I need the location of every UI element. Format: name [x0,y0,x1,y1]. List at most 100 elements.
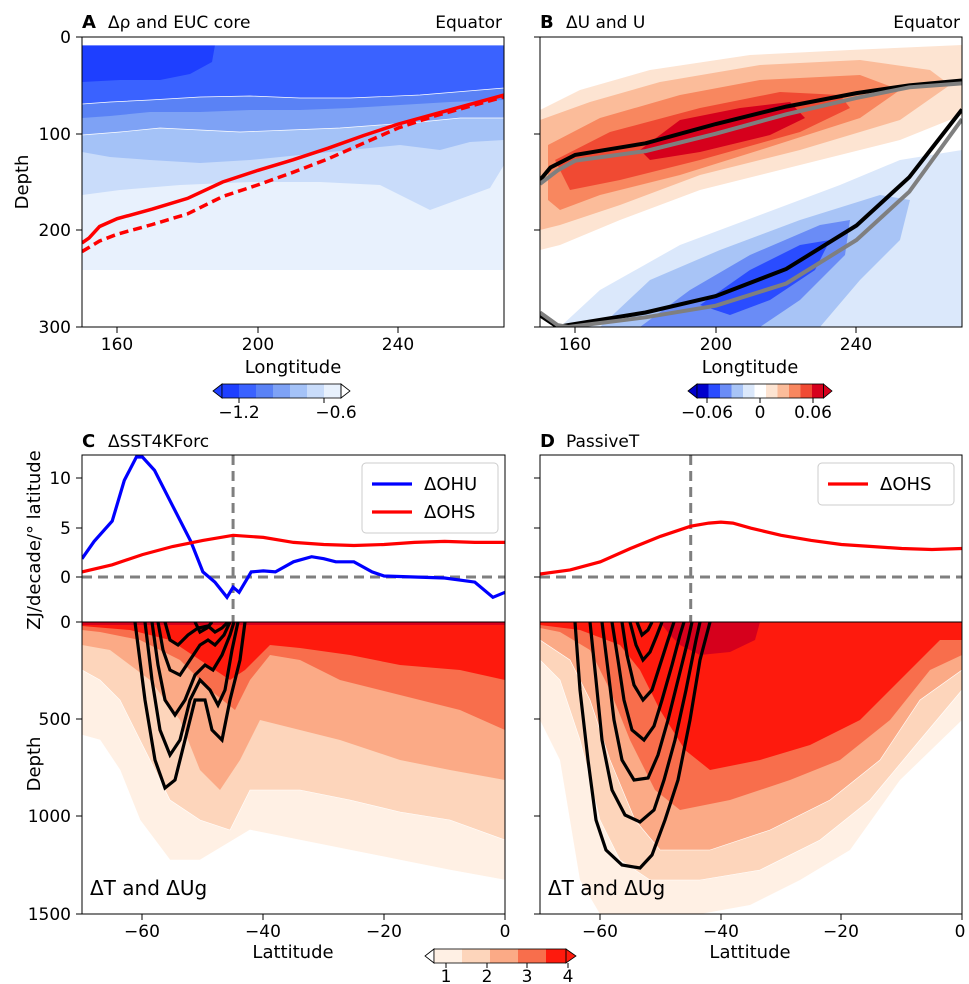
panel-b-yticks [534,36,540,328]
panel-c-legend-ohs: ΔOHS [424,502,475,523]
panel-b-u0-upper-control [540,78,962,182]
panel-c-lower-ytick-1500: 1500 [28,905,71,925]
panel-d-lower-ug-contour-4 [610,622,686,743]
panel-d-lower-temperature-field [540,622,962,914]
panel-a-cbar-tick-high: −0.6 [315,403,356,423]
bottom-cbar-tick-1: 1 [441,967,452,984]
panel-c-lower-ug-contour-4 [156,622,232,678]
panel-c-ylabel: ZJ/decade/° latitude [24,450,45,629]
panel-b-xtick-200: 200 [700,335,732,355]
panel-c-yticks: 10 5 0 0 [49,469,82,633]
panel-c-lower-ytick-1000: 1000 [28,807,71,827]
panel-a-ylabel: Depth [12,155,33,210]
panel-c-lower-xtick-m60: −60 [124,922,160,942]
panel-d-yticks [534,477,540,578]
panel-b-cbar-tick-low: −0.06 [681,403,733,423]
panel-d-letter: D [540,431,555,452]
panel-b-xlabel: Longtitude [702,357,799,378]
panel-d-lower-label: ΔT and ΔUg [548,876,665,900]
panel-b-xticks: 160 200 240 [559,327,872,355]
panel-a-subtitle: Equator [435,13,502,33]
panel-b-subtitle: Equator [893,13,960,33]
panel-a-title: Δρ and EUC core [108,13,251,33]
panel-b: B ΔU and U Equator Longtitude 160 200 24… [534,12,963,423]
panel-a-euc-core-control [82,93,504,245]
panel-a-ytick-300: 300 [39,318,71,338]
panel-a-xticks: 160 200 240 [101,327,414,355]
panel-a-xtick-240: 240 [382,335,414,355]
panel-d-lower-xlabel: Lattitude [709,942,790,963]
panel-d-lower-frame [539,621,963,915]
panel-c-lower-ylabel: Depth [24,737,45,792]
panel-c-lower-temperature-field [82,622,505,914]
panel-d-lower-xtick-m40: −40 [703,922,739,942]
panel-b-u0-upper-perturbed [540,81,962,186]
panel-b-title: ΔU and U [566,13,645,33]
panel-c-lower-frame [81,621,506,915]
panel-c-lower-ug-contour-2 [143,622,240,759]
panel-c-lower-ug-contour-1 [133,622,247,791]
panel-a-ytick-0: 0 [60,28,71,48]
panel-c-lower-xtick-m20: −20 [366,922,402,942]
panel-b-frame [539,36,963,328]
panel-d-legend: ΔOHS [817,462,955,506]
panel-b-cbar-tick-high: 0.06 [794,403,832,423]
panel-d-lower-ug-contour-6 [628,622,664,663]
panel-c-lower: ΔT and ΔUg Depth Lattitude 500 1000 1500… [24,621,510,963]
panel-b-xtick-160: 160 [559,335,591,355]
panel-c-line-ohu [82,455,505,601]
panel-a-letter: A [82,12,96,33]
panel-a-cbar-tick-low: −1.2 [218,403,259,423]
panel-c-lower-xlabel: Lattitude [252,942,333,963]
panel-a-frame [81,36,505,328]
panel-a-xlabel: Longtitude [245,357,342,378]
panel-b-u0-lower-perturbed [540,118,962,327]
panel-c-line-ohs [82,533,505,574]
panel-a-density-field [82,37,504,327]
panel-c-ytick-0-lower: 0 [60,613,71,633]
panel-c-lower-ug-contour-6 [193,622,214,635]
panel-a-xtick-160: 160 [101,335,133,355]
panel-c-legend: ΔOHU ΔOHS [361,462,499,534]
bottom-cbar-tick-4: 4 [563,967,574,984]
panel-c-legend-ohu: ΔOHU [424,474,477,495]
panel-d-line-ohs [540,520,962,576]
panel-a-ytick-100: 100 [39,125,71,145]
panel-a-colorbar: −1.2 −0.6 [212,383,357,423]
bottom-cbar-tick-2: 2 [482,967,493,984]
panel-d-lower-xticks: −60 −40 −20 0 [582,914,965,942]
panel-d-lower-ug-contour-5 [620,622,676,703]
panel-d-lower-ug-contour-1 [573,622,712,870]
panel-a-xtick-200: 200 [242,335,274,355]
panel-a-euc-core-perturbed [82,95,504,254]
panel-c-ytick-5: 5 [60,519,71,539]
panel-a-ytick-200: 200 [39,221,71,241]
panel-d-legend-ohs: ΔOHS [880,474,931,495]
panel-a-yticks: 0 100 200 300 [39,28,82,338]
panel-b-cbar-tick-mid: 0 [755,403,766,423]
panel-c-lower-yticks: 500 1000 1500 [28,710,82,925]
panel-c-lower-ytick-500: 500 [39,710,71,730]
panel-c-letter: C [82,431,95,452]
panel-c-title: ΔSST4KForc [108,432,209,452]
panel-c-lower-ug-contour-3 [150,622,236,718]
panel-d-title: PassiveT [566,432,640,452]
panel-c-ytick-10: 10 [49,469,71,489]
panel-d-lower-yticks [534,718,540,915]
panel-c-ytick-0: 0 [60,568,71,588]
panel-d-lower: ΔT and ΔUg Lattitude −60 −40 −20 0 [534,621,965,963]
panel-d-lower-ug-contour-3 [600,622,694,782]
panel-c-lower-xtick-0: 0 [500,922,511,942]
panel-b-letter: B [540,12,554,33]
panel-d-lower-xtick-m60: −60 [582,922,618,942]
bottom-colorbar: 1 2 3 4 [424,948,577,984]
bottom-cbar-tick-3: 3 [522,967,533,984]
panel-c-lower-xticks: −60 −40 −20 0 [124,914,510,942]
panel-a: A Δρ and EUC core Equator Depth Longtitu… [12,12,505,423]
panel-b-xtick-240: 240 [840,335,872,355]
panel-c-lower-xtick-m40: −40 [245,922,281,942]
panel-d-lower-xtick-m20: −20 [823,922,859,942]
panel-d-lower-ug-contour-7 [635,622,654,638]
panel-d-lower-ug-contour-2 [588,622,702,824]
